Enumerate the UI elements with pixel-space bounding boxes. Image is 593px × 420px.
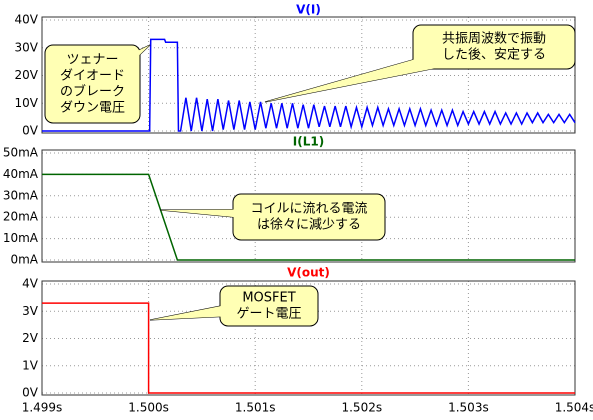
- y-tick-label: 4V: [22, 277, 39, 291]
- callout-pointer-fill: [84, 45, 150, 92]
- callout-text: ダイオード: [60, 69, 125, 84]
- callout-pointer-fill: [150, 298, 277, 320]
- plot-frame: [41, 280, 576, 396]
- y-tick-label: 0V: [22, 386, 39, 400]
- y-tick-label: 30mA: [3, 188, 39, 202]
- callout-text: した後、安定する: [442, 48, 546, 63]
- callout-pointer-fill: [160, 209, 317, 225]
- y-tick-label: 40V: [15, 13, 39, 27]
- plot-frame: [41, 149, 576, 263]
- y-tick-label: 40mA: [3, 167, 39, 181]
- y-tick-label: 10mA: [3, 231, 39, 245]
- callout-text: ダウン電圧: [60, 101, 125, 116]
- y-tick-label: 2V: [22, 331, 39, 345]
- y-tick-label: 10V: [15, 96, 39, 110]
- y-tick-label: 0mA: [10, 253, 38, 267]
- callout-text: ゲート電圧: [236, 307, 301, 322]
- x-tick-label: 1.502s: [341, 401, 382, 415]
- callout-text: のブレーク: [60, 84, 125, 100]
- callout-text: 共振周波数で振動: [442, 32, 546, 47]
- waveform: [42, 173, 575, 261]
- callout-text: は徐々に減少する: [257, 217, 361, 233]
- x-tick-label: 1.504s: [555, 401, 593, 415]
- x-tick-label: 1.499s: [22, 401, 63, 415]
- waveform: [42, 302, 575, 394]
- x-tick-label: 1.501s: [235, 401, 276, 415]
- waveform: [42, 38, 576, 132]
- callout-text: ツェナー: [66, 53, 118, 68]
- y-tick-label: 0V: [22, 124, 39, 138]
- x-tick-label: 1.503s: [448, 401, 489, 415]
- y-tick-label: 20V: [15, 68, 39, 82]
- y-tick-label: 1V: [22, 358, 39, 372]
- pane-title: V(out): [287, 266, 330, 280]
- y-tick-label: 30V: [15, 40, 39, 54]
- y-tick-label: 20mA: [3, 210, 39, 224]
- y-tick-label: 50mA: [3, 146, 39, 160]
- callout-text: MOSFET: [242, 291, 295, 306]
- pane-title: V(I): [296, 3, 321, 17]
- x-tick-label: 1.500s: [128, 401, 169, 415]
- pane-title: I(L1): [293, 135, 324, 149]
- callout-text: コイルに流れる電流: [250, 202, 367, 217]
- y-tick-label: 3V: [22, 304, 39, 318]
- callout-pointer-fill: [265, 39, 502, 102]
- plot-frame: [41, 16, 576, 134]
